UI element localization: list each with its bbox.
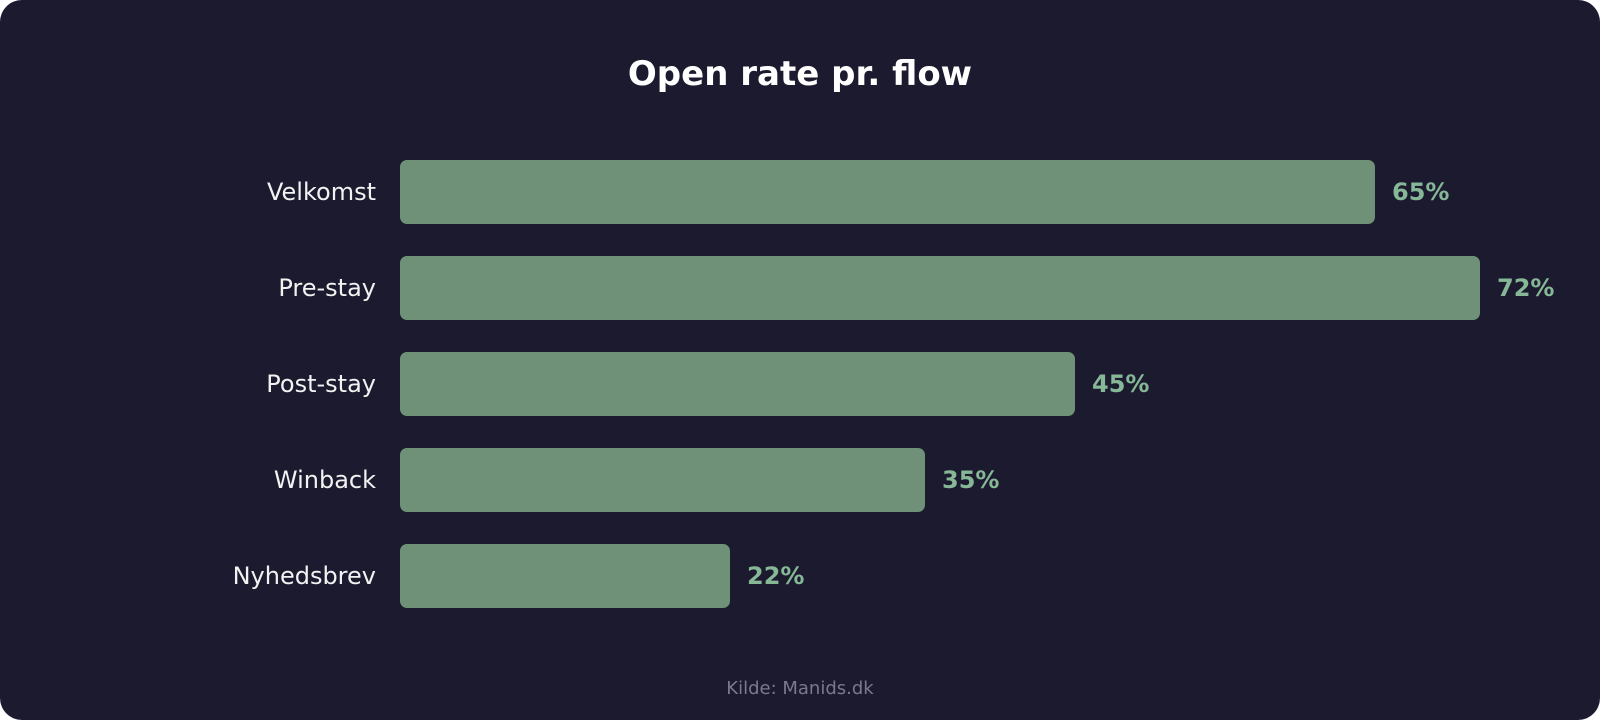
bar-nyhedsbrev xyxy=(400,544,730,608)
bar-velkomst xyxy=(400,160,1375,224)
category-label: Winback xyxy=(274,466,376,494)
category-label: Pre-stay xyxy=(278,274,376,302)
value-label: 22% xyxy=(747,562,804,590)
value-label: 45% xyxy=(1092,370,1149,398)
bar-winback xyxy=(400,448,925,512)
chart-title: Open rate pr. flow xyxy=(627,54,973,94)
bar-pre-stay xyxy=(400,256,1480,320)
value-label: 65% xyxy=(1392,178,1449,206)
value-label: 72% xyxy=(1497,274,1554,302)
category-label: Nyhedsbrev xyxy=(233,562,376,590)
source-credit: Kilde: Manids.dk xyxy=(726,678,874,699)
bar-post-stay xyxy=(400,352,1075,416)
category-label: Post-stay xyxy=(266,370,376,398)
value-label: 35% xyxy=(942,466,999,494)
category-label: Velkomst xyxy=(267,178,376,206)
